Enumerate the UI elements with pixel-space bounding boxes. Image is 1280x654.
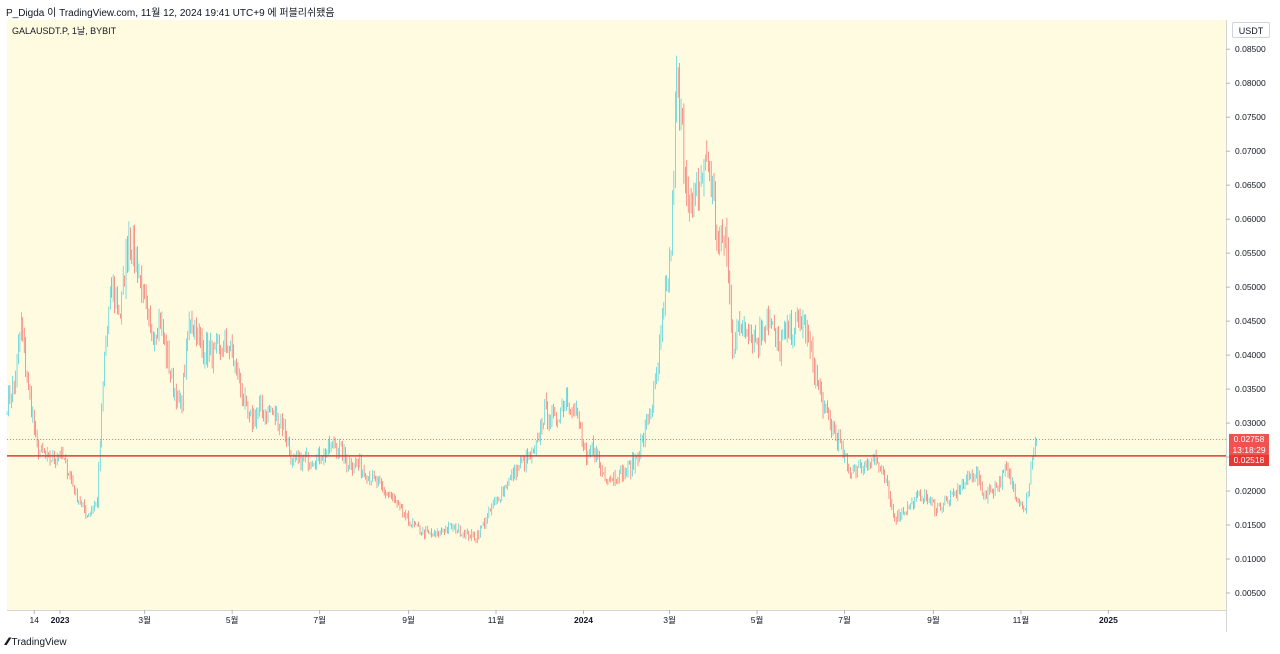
publish-info: P_Digda 이 TradingView.com, 11월 12, 2024 … xyxy=(6,8,335,19)
price-tick-label: 0.07500 xyxy=(1235,112,1266,122)
symbol-legend[interactable]: GALAUSDT.P, 1날, BYBIT xyxy=(12,26,117,36)
plot-background xyxy=(7,20,1226,610)
price-tick-label: 0.08500 xyxy=(1235,44,1266,54)
time-tick-label: 2025 xyxy=(1099,615,1118,625)
price-tick-label: 0.02000 xyxy=(1235,486,1266,496)
time-tick-label: 2024 xyxy=(574,615,593,625)
price-tick-label: 0.06000 xyxy=(1235,214,1266,224)
level-price-tag: 0.02518 xyxy=(1229,455,1269,467)
level-price-value: 0.02518 xyxy=(1233,455,1265,466)
last-price-tag: 0.02758 13:18:29 xyxy=(1229,433,1269,456)
brand-name: TradingView xyxy=(11,636,67,648)
time-tick-label: 7월 xyxy=(313,615,326,625)
tradingview-logo-icon: ⁄⁄⁄ xyxy=(6,636,9,648)
footer xyxy=(0,632,1280,654)
time-scale[interactable]: 14 2023 3월 5월 7월 9월 11월 2024 3월 5월 7월 9월 11월 2025 xyxy=(30,610,1119,625)
time-tick-label: 5월 xyxy=(226,615,239,625)
bar-countdown: 13:18:29 xyxy=(1232,444,1266,455)
price-tick-label: 0.01000 xyxy=(1235,554,1266,564)
price-tick-label: 0.06500 xyxy=(1235,180,1266,190)
time-tick-label: 14 xyxy=(30,615,40,625)
tradingview-brand[interactable]: ⁄⁄⁄ TradingView xyxy=(6,636,67,648)
price-tick-label: 0.07000 xyxy=(1235,146,1266,156)
price-tick-label: 0.03000 xyxy=(1235,418,1266,428)
price-tick-label: 0.04000 xyxy=(1235,350,1266,360)
time-axis-background[interactable] xyxy=(7,610,1226,632)
time-tick-label: 9월 xyxy=(402,615,415,625)
time-tick-label: 11월 xyxy=(1013,615,1030,625)
currency-button[interactable]: USDT xyxy=(1232,22,1270,38)
last-price-value: 0.02758 xyxy=(1233,433,1265,444)
price-tick-label: 0.01500 xyxy=(1235,520,1266,530)
time-tick-label: 7월 xyxy=(838,615,851,625)
price-tick-label: 0.04500 xyxy=(1235,316,1266,326)
publish-bar: P_Digda 이 TradingView.com, 11월 12, 2024 … xyxy=(0,0,1280,20)
time-tick-label: 2023 xyxy=(51,615,70,625)
price-axis-background[interactable] xyxy=(1226,20,1280,632)
price-tick-label: 0.08000 xyxy=(1235,78,1266,88)
time-tick-label: 3월 xyxy=(138,615,151,625)
price-tick-label: 0.05000 xyxy=(1235,282,1266,292)
price-tick-label: 0.03500 xyxy=(1235,384,1266,394)
time-tick-label: 5월 xyxy=(751,615,764,625)
time-tick-label: 11월 xyxy=(488,615,505,625)
price-tick-label: 0.00500 xyxy=(1235,588,1266,598)
overlay-lines xyxy=(7,439,1226,457)
time-tick-label: 9월 xyxy=(927,615,940,625)
price-scale[interactable]: 0.08500 0.08000 0.07500 0.07000 0.06500 0.060… xyxy=(1226,44,1266,598)
price-tick-label: 0.05500 xyxy=(1235,248,1266,258)
time-tick-label: 3월 xyxy=(663,615,676,625)
